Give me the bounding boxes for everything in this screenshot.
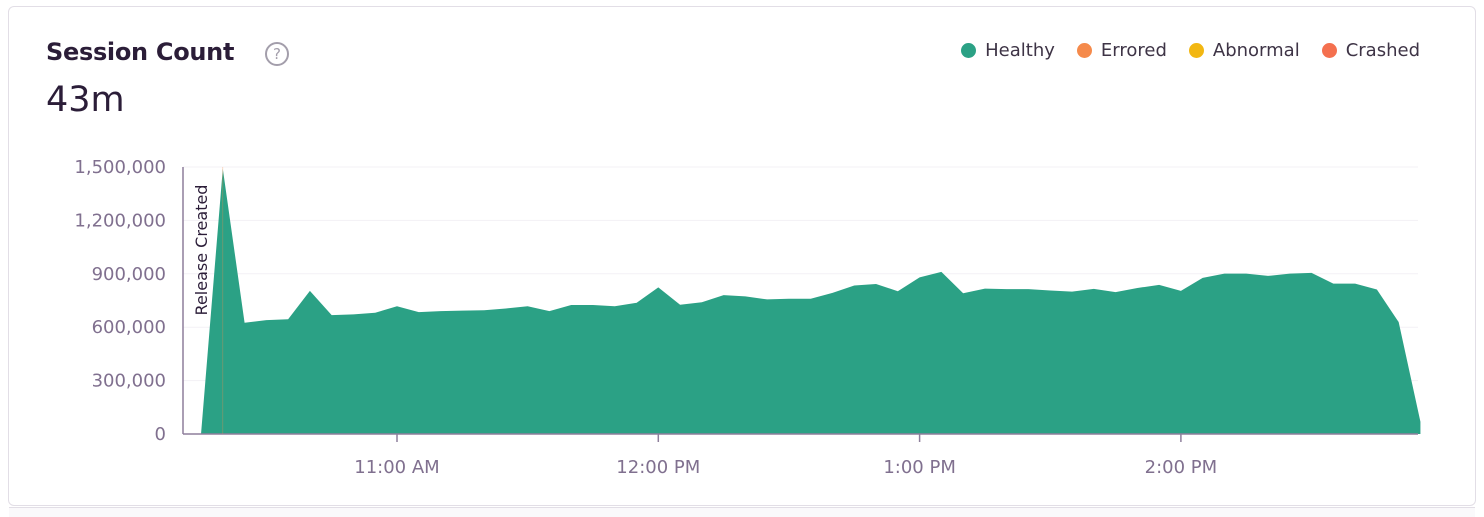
y-tick-label: 0 bbox=[155, 424, 166, 445]
y-tick-label: 1,500,000 bbox=[74, 157, 166, 178]
x-tick-label: 1:00 PM bbox=[883, 457, 956, 478]
y-tick-label: 900,000 bbox=[92, 264, 166, 285]
release-marker-label: Release Created bbox=[192, 185, 211, 316]
y-tick-label: 300,000 bbox=[92, 371, 166, 392]
x-tick-label: 11:00 AM bbox=[354, 457, 439, 478]
x-tick-label: 12:00 PM bbox=[616, 457, 700, 478]
healthy-series-area bbox=[201, 169, 1420, 434]
x-tick-label: 2:00 PM bbox=[1145, 457, 1218, 478]
y-tick-label: 1,200,000 bbox=[74, 210, 166, 231]
y-tick-label: 600,000 bbox=[92, 317, 166, 338]
